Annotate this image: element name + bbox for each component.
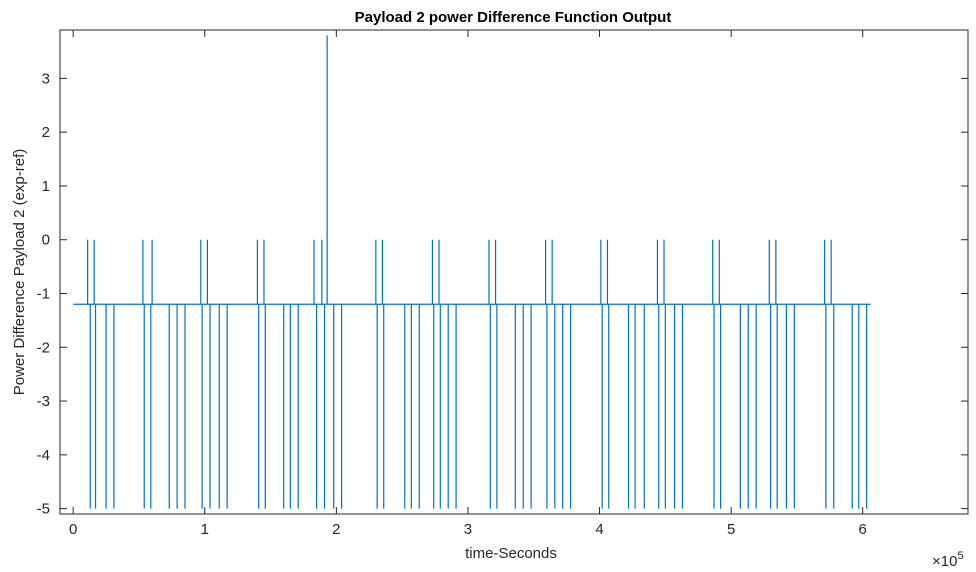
x-exponent-power: 5	[957, 550, 963, 562]
x-axis-label: time-Seconds	[465, 545, 557, 562]
y-tick-label: -4	[37, 447, 50, 464]
x-tick-label: 5	[727, 521, 735, 538]
x-tick-label: 4	[595, 521, 603, 538]
x-exponent-base: ×105	[932, 550, 964, 570]
y-tick-label: 2	[42, 124, 50, 141]
series-layer	[73, 35, 871, 509]
y-tick-label: -5	[37, 501, 50, 518]
y-tick-label: 0	[42, 232, 50, 249]
y-tick-label: -2	[37, 339, 50, 356]
x-tick-label: 0	[69, 521, 77, 538]
y-tick-label: 1	[42, 178, 50, 195]
x-axis-ticks: 0 1 2 3 4 5 6	[69, 30, 867, 538]
x-axis-exponent: ×105	[932, 550, 964, 570]
x-tick-label: 3	[464, 521, 472, 538]
plot-area	[59, 29, 969, 515]
y-axis-label: Power Difference Payload 2 (exp-ref)	[11, 149, 28, 396]
x-tick-label: 2	[332, 521, 340, 538]
y-tick-label: 3	[42, 70, 50, 87]
y-tick-label: -3	[37, 393, 50, 410]
x-tick-label: 1	[201, 521, 209, 538]
axes-box	[59, 29, 969, 515]
y-tick-label: -1	[37, 286, 50, 303]
chart-title: Payload 2 power Difference Function Outp…	[355, 9, 672, 26]
x-tick-label: 6	[859, 521, 867, 538]
y-axis-ticks: 3 2 1 0 -1 -2 -3 -4 -5	[37, 70, 968, 518]
